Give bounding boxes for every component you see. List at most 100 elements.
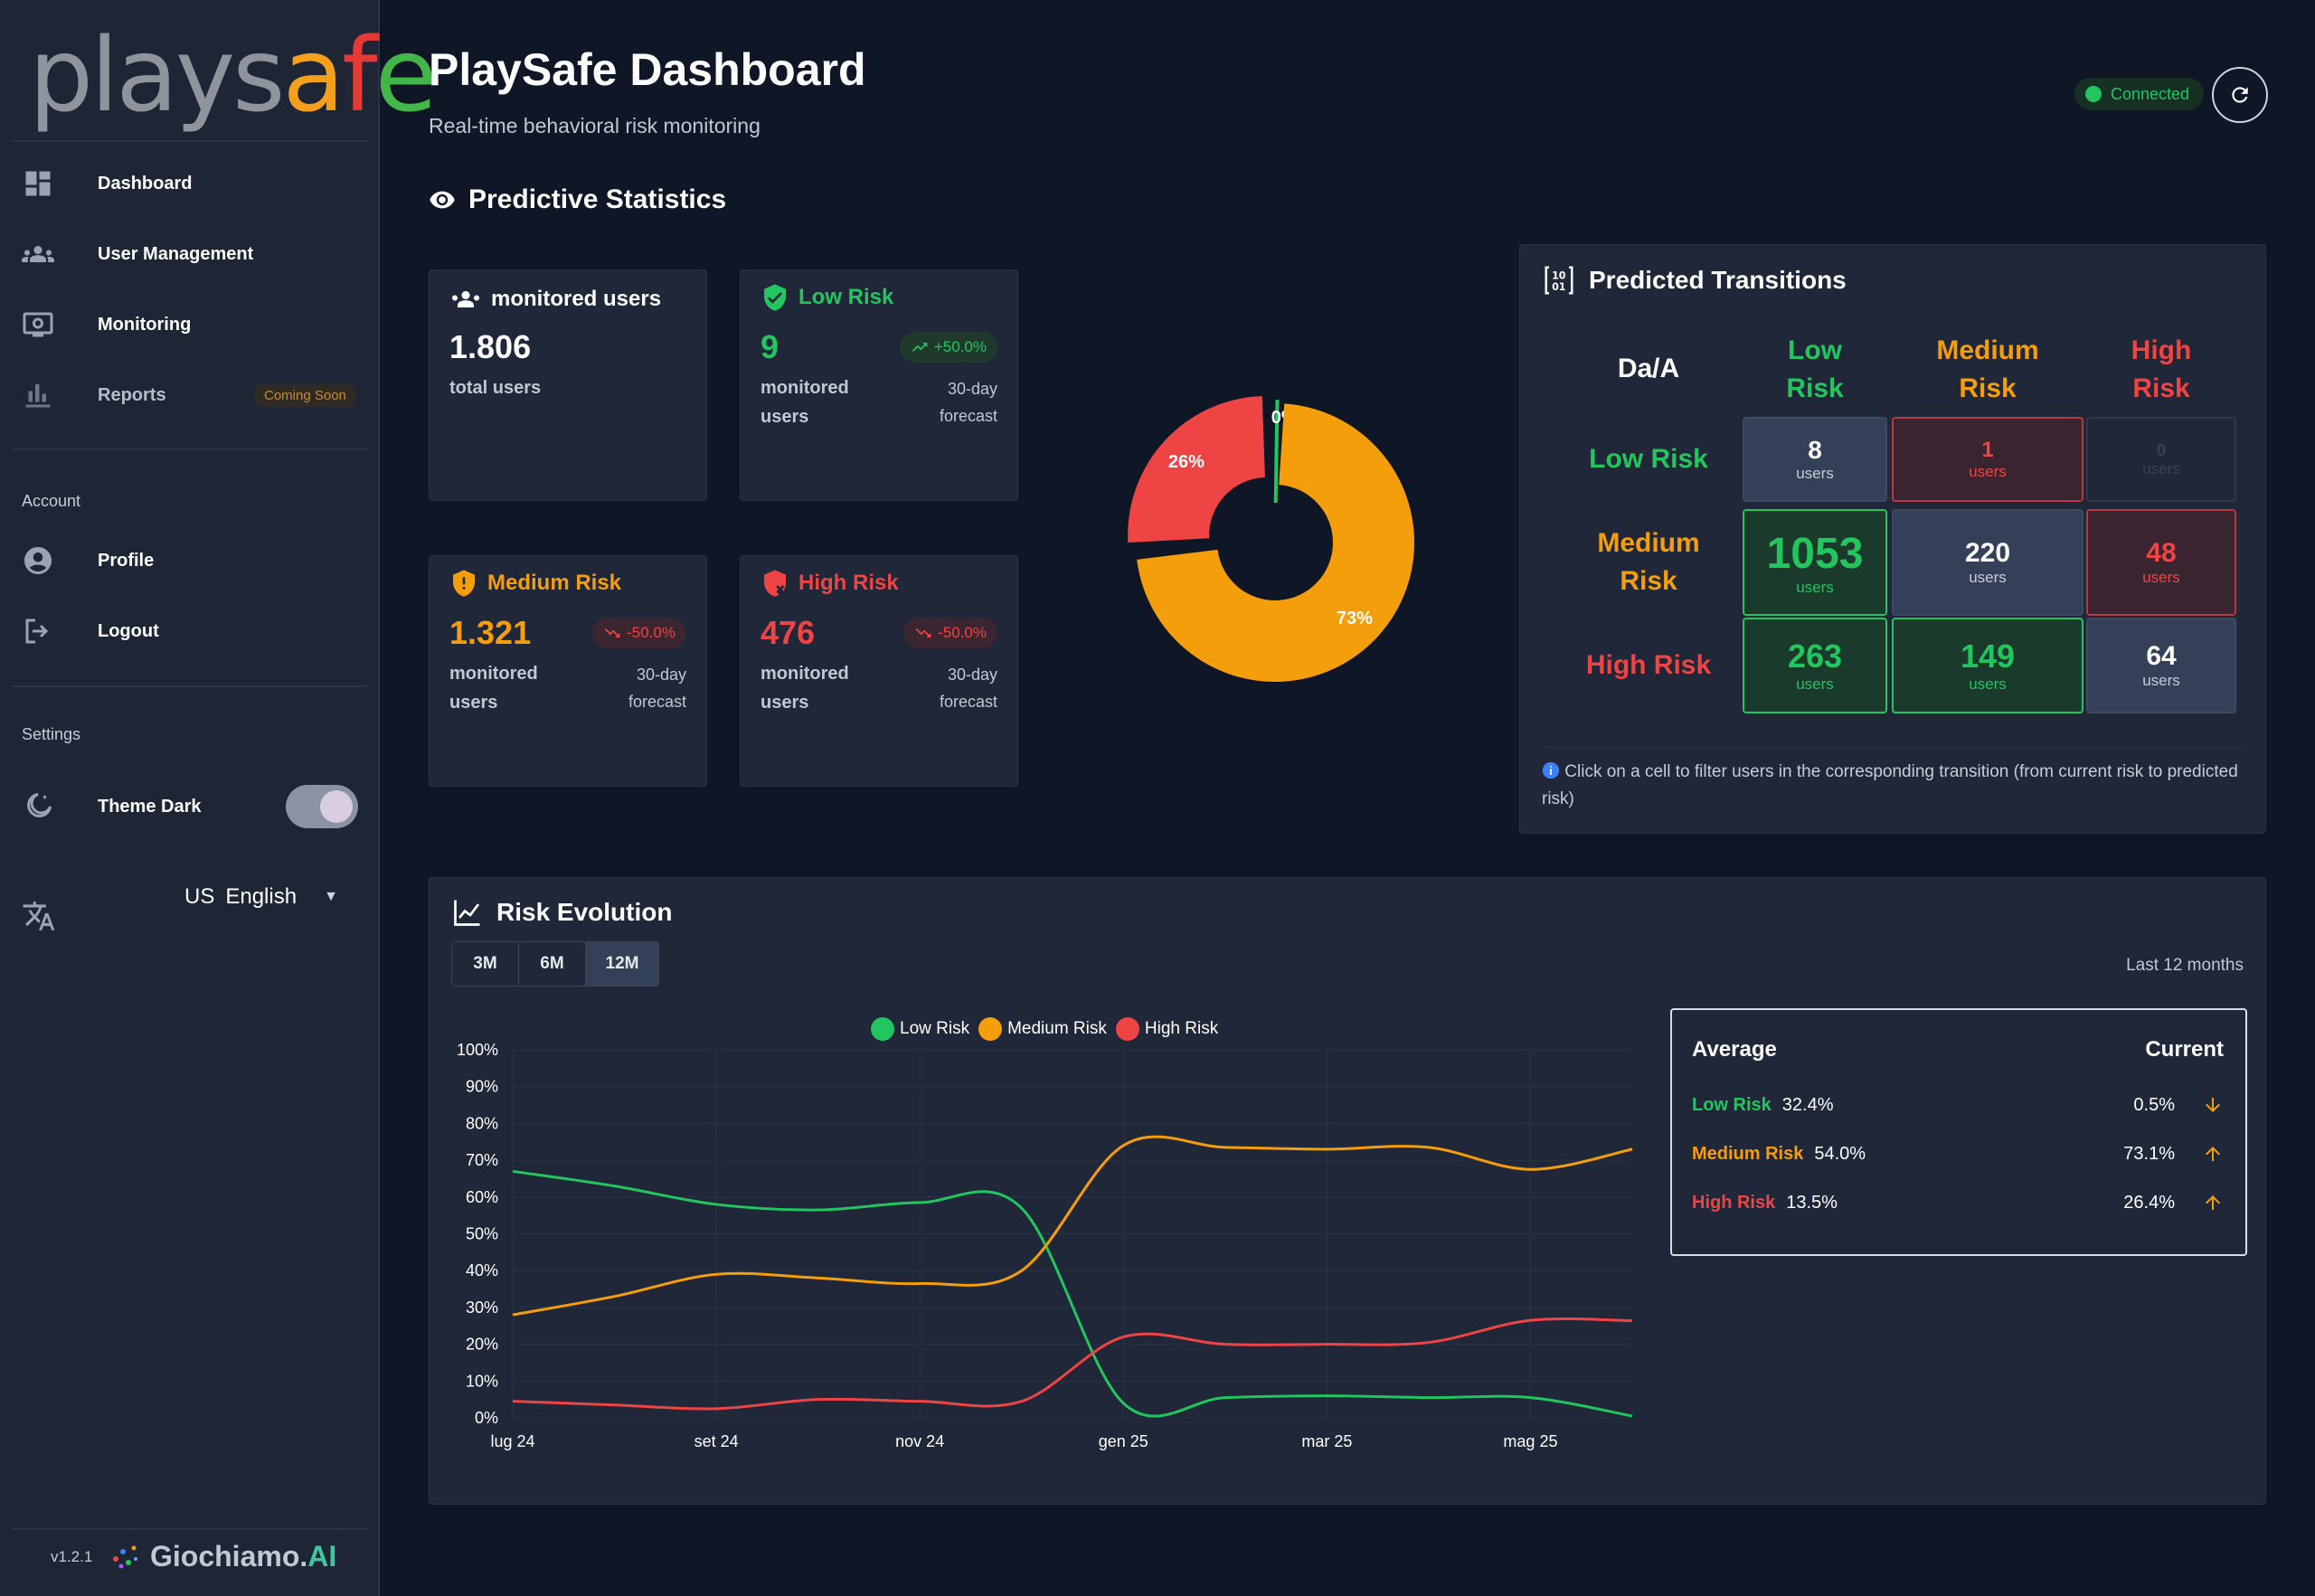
card-title: monitored users — [491, 287, 662, 311]
series-line — [512, 1169, 1633, 1418]
y-tick-label: 40% — [466, 1261, 498, 1280]
cell-unit: users — [1969, 463, 2007, 480]
cell-value: 149 — [1960, 637, 2016, 675]
page-subtitle: Real-time behavioral risk monitoring — [429, 114, 761, 137]
tab-12m[interactable]: 12M — [586, 942, 658, 986]
settings-section-title: Settings — [22, 725, 81, 743]
language-select[interactable]: US English ▼ — [184, 884, 338, 910]
transition-cell[interactable]: 149 users — [1892, 618, 2084, 713]
tab-6m[interactable]: 6M — [519, 942, 586, 986]
donut-label: 26% — [1168, 452, 1205, 472]
cell-unit: users — [2142, 569, 2180, 586]
transition-cell[interactable]: 263 users — [1743, 618, 1887, 713]
cell-value: 64 — [2146, 641, 2177, 671]
stat-card-low-risk[interactable]: Low Risk 9 +50.0% monitored users 30-day… — [740, 269, 1018, 501]
users-icon — [22, 246, 54, 262]
y-tick-label: 30% — [466, 1299, 498, 1317]
sidebar-item-label: Monitoring — [98, 314, 192, 335]
cell-value: 8 — [1808, 436, 1822, 464]
stat-card-total[interactable]: monitored users 1.806 total users — [429, 269, 707, 501]
status-dot — [2085, 86, 2102, 102]
chart-legend: Low Risk Medium Risk High Risk — [871, 1017, 1222, 1041]
cell-unit: users — [1796, 465, 1834, 482]
legend-item-high[interactable]: High Risk — [1115, 1017, 1219, 1041]
x-tick-label: lug 24 — [490, 1432, 534, 1450]
legend-swatch — [871, 1017, 894, 1041]
card-title: High Risk — [798, 571, 899, 595]
card-title: Low Risk — [798, 285, 894, 309]
translate-icon — [23, 902, 55, 930]
forecast-label: 30-day forecast — [939, 666, 997, 711]
sidebar-item-label: User Management — [98, 243, 254, 264]
risk-evolution-panel: Risk Evolution 3M 6M 12M Last 12 months … — [429, 877, 2266, 1505]
card-value: 9 — [761, 328, 780, 365]
giochiamo-logo-icon — [113, 1545, 137, 1569]
summary-row: Medium Risk 54.0% 73.1% — [1692, 1140, 2224, 1167]
trending-up-icon — [912, 343, 928, 352]
transition-cell[interactable]: 8 users — [1743, 417, 1887, 502]
sidebar-item-monitoring[interactable]: Monitoring — [0, 293, 380, 356]
y-tick-label: 10% — [466, 1372, 498, 1390]
sidebar-item-user-management[interactable]: User Management — [0, 222, 380, 286]
y-tick-label: 100% — [457, 1041, 498, 1059]
transition-cell[interactable]: 64 users — [2086, 618, 2236, 713]
coming-soon-badge: Coming Soon — [255, 383, 355, 407]
transition-cell[interactable]: 48 users — [2086, 509, 2236, 616]
sidebar-item-logout[interactable]: Logout — [0, 600, 380, 663]
summary-average: 32.4% — [1781, 1094, 1834, 1115]
sidebar-item-reports[interactable]: Reports Coming Soon — [0, 364, 380, 427]
transition-cell[interactable]: 220 users — [1892, 509, 2084, 616]
logo-text-grey: plays — [29, 17, 285, 135]
stat-card-medium-risk[interactable]: Medium Risk 1.321 -50.0% monitored users… — [429, 555, 707, 787]
trending-down-icon — [604, 628, 620, 637]
card-header: monitored users — [449, 283, 661, 316]
playsafe-logo[interactable]: plays a f e — [29, 17, 437, 135]
card-value: 1.806 — [449, 328, 532, 365]
theme-toggle[interactable] — [286, 785, 358, 828]
legend-label: Low Risk — [900, 1019, 970, 1038]
refresh-button[interactable] — [2212, 67, 2268, 123]
cell-unit: users — [1969, 675, 2007, 693]
account-circle-icon — [24, 547, 52, 574]
range-label: Last 12 months — [2126, 956, 2244, 975]
giochiamo-brand[interactable]: Giochiamo. AI — [109, 1539, 336, 1573]
transition-cell[interactable]: 1053 users — [1743, 509, 1887, 616]
arrow-down-icon — [2206, 1098, 2220, 1112]
legend-item-low[interactable]: Low Risk — [871, 1017, 969, 1041]
connection-status-badge: Connected — [2074, 78, 2205, 110]
y-tick-label: 70% — [466, 1151, 498, 1169]
card-subtitle: monitored users — [761, 664, 849, 713]
legend-label: High Risk — [1144, 1019, 1219, 1038]
sidebar-item-profile[interactable]: Profile — [0, 529, 380, 592]
note-text: Click on a cell to filter users in the c… — [1542, 762, 2238, 808]
cell-value: 1053 — [1766, 529, 1864, 578]
divider — [11, 685, 367, 687]
forecast-label: 30-day forecast — [628, 666, 686, 711]
us-flag-icon: US — [184, 884, 215, 909]
matrix-row-header: Medium Risk — [1597, 528, 1700, 596]
cell-value: 1 — [1981, 438, 1994, 462]
cell-value: 48 — [2146, 538, 2177, 568]
summary-row: High Risk 13.5% 26.4% — [1692, 1189, 2224, 1216]
legend-item-medium[interactable]: Medium Risk — [978, 1017, 1107, 1041]
risk-evolution-line-chart: 0% 10% 20% 30% 40% 50% 60% 70% 80% 90% 100% lug 24 s… — [457, 1041, 1633, 1450]
cell-unit: users — [2142, 459, 2180, 477]
card-value: 476 — [761, 614, 816, 651]
transition-cell[interactable]: 1 users — [1892, 417, 2084, 502]
donut-slice — [1137, 403, 1414, 682]
legend-swatch — [1115, 1017, 1139, 1041]
divider — [11, 449, 367, 450]
y-tick-label: 80% — [466, 1114, 498, 1132]
sidebar-item-label: Profile — [98, 550, 155, 571]
refresh-icon — [2232, 87, 2248, 103]
stat-card-high-risk[interactable]: High Risk 476 -50.0% monitored users 30-… — [740, 555, 1018, 787]
transition-cell[interactable]: 0 users — [2086, 417, 2236, 502]
divider — [1542, 747, 2244, 748]
tab-3m[interactable]: 3M — [452, 942, 519, 986]
change-value: +50.0% — [933, 338, 987, 355]
logo-text-red: f — [342, 17, 377, 135]
summary-current: 0.5% — [2133, 1094, 2175, 1115]
card-subtitle: monitored users — [449, 664, 538, 713]
summary-current: 73.1% — [2123, 1143, 2175, 1164]
sidebar-item-dashboard[interactable]: Dashboard — [0, 152, 380, 215]
